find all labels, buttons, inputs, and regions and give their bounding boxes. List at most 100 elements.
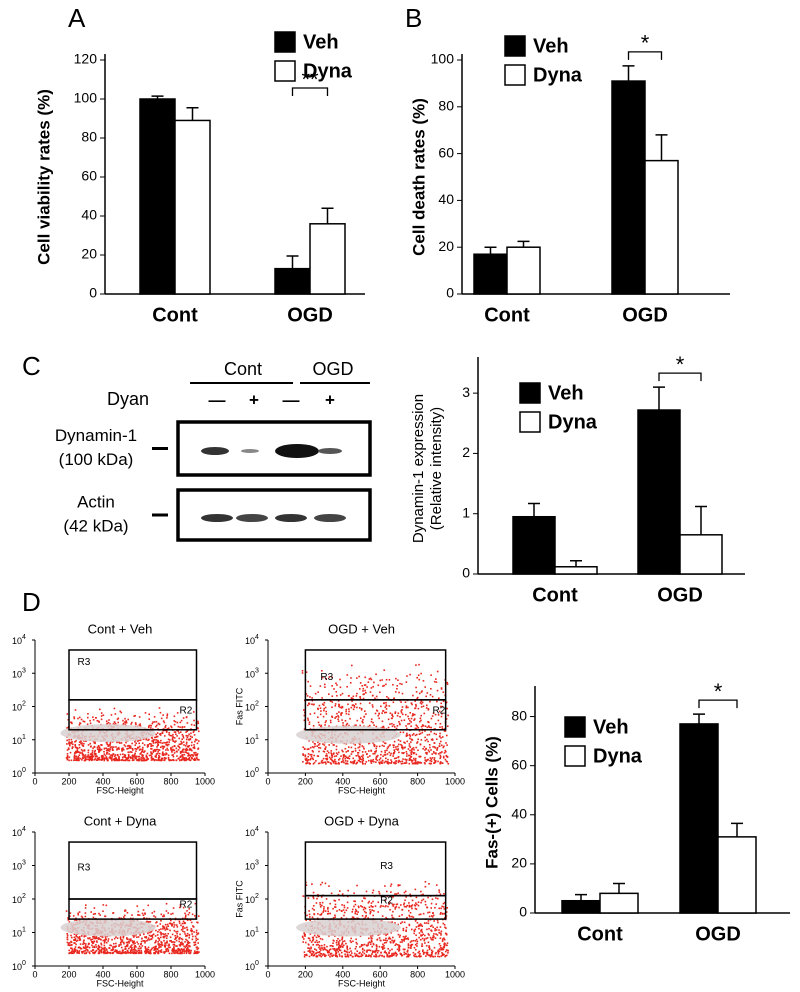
y-axis-label: Fas FITC (234, 880, 244, 918)
cell-dot (439, 893, 442, 896)
cell-dot (169, 936, 172, 939)
cell-dot (339, 944, 341, 947)
cell-dot (174, 731, 177, 733)
error-bar (528, 502, 540, 517)
cell-dot (435, 738, 438, 741)
cell-dot (378, 691, 381, 694)
cell-dot (411, 714, 414, 717)
cell-dot (160, 946, 162, 948)
cell-dot (362, 697, 365, 700)
cell-dot (191, 741, 193, 744)
cell-dot (91, 942, 94, 945)
cell-dot (381, 712, 383, 714)
cell-dot (430, 758, 433, 761)
cell-dot (330, 892, 333, 895)
cell-dot (339, 694, 342, 696)
cell-dot (79, 741, 82, 743)
cell-dot (175, 951, 177, 953)
cell-dot (128, 747, 130, 750)
cell-dot (171, 912, 174, 915)
cell-dot (180, 948, 183, 950)
cell-dot (318, 950, 321, 953)
cell-dot (365, 914, 367, 917)
cell-dot (377, 684, 380, 687)
cell-dot (120, 917, 122, 920)
cell-dot (156, 724, 158, 727)
cell-dot (76, 936, 79, 938)
cell-dot (309, 758, 312, 761)
cell-dot (179, 726, 181, 729)
cell-dot (427, 708, 430, 710)
cell-dot (443, 752, 446, 754)
cell-dot (438, 742, 441, 745)
cell-dot (111, 755, 113, 758)
cell-dot (123, 942, 125, 945)
cell-dot (161, 742, 164, 744)
cell-dot (312, 891, 315, 894)
cell-dot (194, 935, 197, 938)
cell-dot (372, 758, 375, 761)
cell-dot (133, 946, 136, 949)
cell-dot (396, 745, 399, 748)
cell-dot (90, 939, 92, 941)
cell-dot (397, 884, 400, 886)
cell-dot (148, 738, 150, 741)
cell-dot (337, 937, 339, 940)
cell-dot (82, 753, 85, 756)
cell-dot (416, 945, 418, 947)
cell-dot (384, 751, 386, 754)
cell-dot (392, 715, 394, 718)
cell-dot (150, 745, 152, 748)
cell-dot (122, 935, 125, 937)
cell-dot (325, 757, 327, 760)
cell-dot (354, 900, 356, 903)
cell-dot (301, 669, 304, 672)
cell-dot (70, 741, 72, 744)
cell-dot (425, 944, 428, 947)
cell-dot (418, 913, 421, 916)
cell-dot (368, 949, 371, 951)
cell-dot (315, 939, 318, 942)
cell-dot (147, 952, 150, 954)
cell-dot (329, 758, 332, 760)
cell-dot (426, 738, 428, 741)
cell-dot (330, 763, 332, 765)
cell-dot (438, 943, 441, 945)
cell-dot (126, 943, 129, 946)
cell-dot (395, 727, 398, 730)
cell-dot (358, 757, 361, 760)
cell-dot (387, 758, 389, 761)
cell-dot (322, 750, 325, 753)
tick-exponent: 4 (255, 634, 259, 641)
cell-dot (404, 742, 406, 744)
cell-dot (418, 932, 421, 934)
cell-dot (439, 756, 442, 758)
cell-dot (414, 928, 417, 931)
cell-dot (370, 687, 373, 689)
cell-dot (406, 916, 408, 919)
cell-dot (445, 742, 447, 744)
cell-dot (393, 940, 395, 943)
cell-dot (93, 758, 96, 761)
cell-dot (419, 702, 422, 704)
cell-dot (104, 949, 106, 952)
cell-dot (401, 692, 404, 695)
gate-label: R3 (380, 861, 393, 872)
cell-dot (118, 758, 120, 761)
cell-dot (129, 952, 132, 954)
cell-dot (179, 756, 182, 759)
cell-dot (369, 943, 372, 946)
cell-dot (434, 722, 437, 725)
cell-dot (93, 945, 96, 948)
cell-dot (75, 919, 78, 922)
cell-dot (440, 948, 442, 951)
cell-dot (419, 761, 422, 764)
cell-dot (390, 891, 392, 893)
cell-dot (179, 933, 181, 936)
cell-dot (401, 744, 403, 747)
cell-dot (108, 757, 111, 759)
cell-dot (324, 721, 327, 724)
cell-dot (419, 938, 422, 941)
cell-dot (433, 758, 436, 761)
cell-dot (418, 950, 421, 953)
